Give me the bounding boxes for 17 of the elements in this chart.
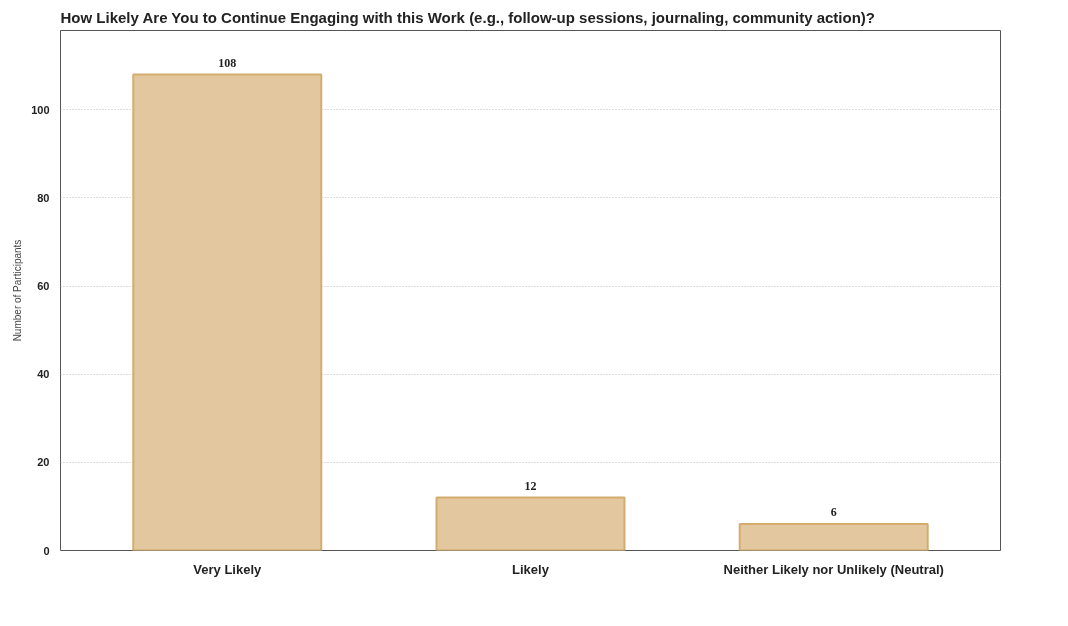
- data-label: 12: [524, 478, 537, 493]
- y-tick-label: 0: [43, 544, 50, 557]
- y-axis-title: Number of Participants: [12, 239, 24, 342]
- bar: [738, 523, 929, 551]
- x-tick-label: Likely: [512, 561, 550, 577]
- y-tick-label: 80: [37, 191, 50, 204]
- data-label: 6: [830, 505, 837, 520]
- y-tick-label: 40: [37, 368, 50, 381]
- data-label: 108: [218, 55, 237, 70]
- y-tick-label: 20: [37, 456, 50, 469]
- chart-title: How Likely Are You to Continue Engaging with this Work (e.g., follow-up sessions, journaling, community action)?: [60, 8, 875, 26]
- y-tick-label: 100: [31, 103, 50, 116]
- y-tick-label: 60: [37, 280, 50, 293]
- x-tick-label: Neither Likely nor Unlikely (Neutral): [723, 561, 944, 577]
- bar: [132, 73, 323, 551]
- bar: [435, 496, 626, 551]
- x-tick-label: Very Likely: [193, 561, 263, 577]
